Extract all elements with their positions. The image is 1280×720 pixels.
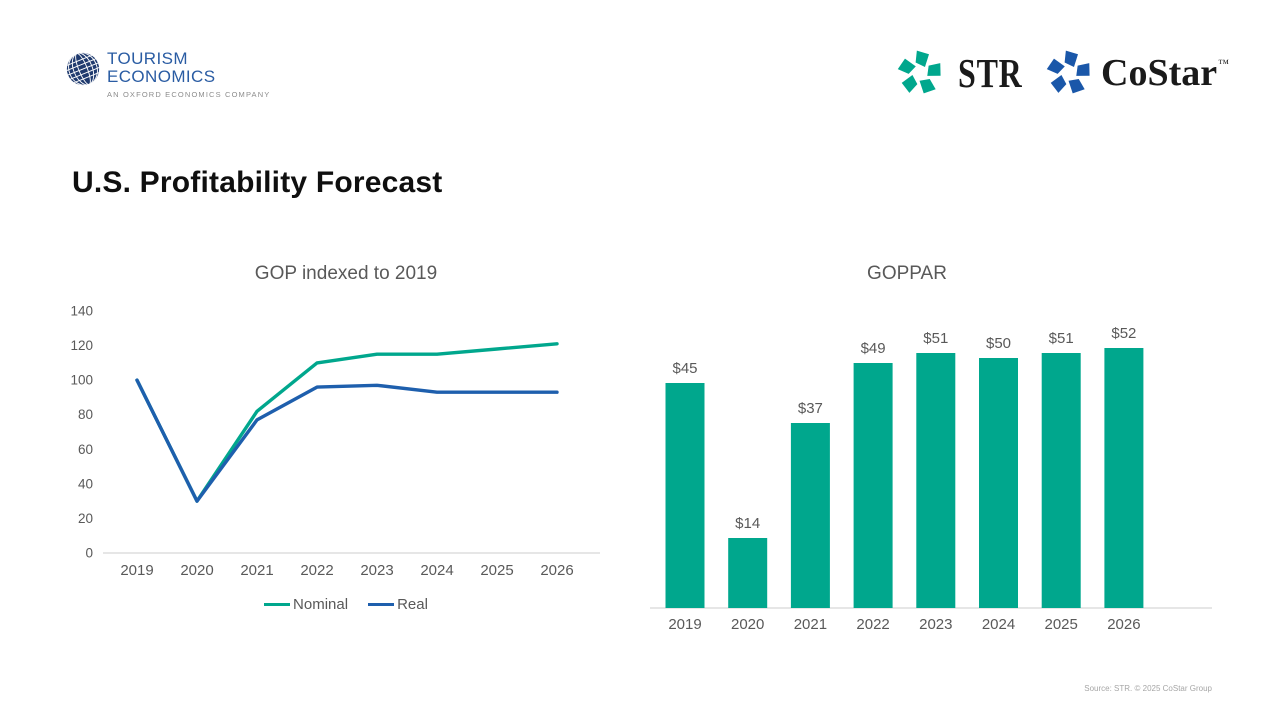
y-tick-label: 40: [78, 476, 93, 491]
x-tick-label: 2020: [180, 562, 213, 579]
pinwheel-blade: [899, 72, 921, 95]
line-chart-legend: Nominal Real: [70, 596, 622, 613]
y-tick-label: 60: [78, 442, 93, 457]
source-note: Source: STR. © 2025 CoStar Group: [1084, 684, 1212, 693]
legend-item-real: Real: [368, 596, 428, 613]
x-tick-label: 2021: [794, 616, 827, 633]
y-tick-label: 120: [70, 338, 93, 353]
x-tick-label: 2019: [668, 616, 701, 633]
bar-2025: [1041, 353, 1081, 608]
bar-2026: [1104, 348, 1144, 608]
bar-value-label: $37: [798, 400, 823, 417]
goppar-bar-chart-card: GOPPAR $45 2019 $14 2020 $37 2021 $49 2022 $51 20…: [648, 263, 1216, 642]
y-tick-label: 80: [78, 407, 93, 422]
pinwheel-blade: [1048, 72, 1070, 95]
x-tick-label: 2026: [1107, 616, 1140, 633]
page-title: U.S. Profitability Forecast: [72, 166, 443, 199]
x-tick-label: 2023: [360, 562, 393, 579]
economics-line: ECONOMICS: [107, 66, 216, 86]
legend-swatch: [264, 602, 291, 607]
legend-item-nominal: Nominal: [264, 596, 348, 613]
x-tick-label: 2025: [480, 562, 513, 579]
line-chart-title: GOP indexed to 2019: [254, 263, 438, 284]
x-tick-label: 2024: [982, 616, 1015, 633]
costar-wordmark: CoStar™: [1101, 51, 1229, 95]
tourism-line: TOURISM: [107, 49, 188, 68]
bar-2024: [979, 358, 1018, 608]
x-tick-label: 2026: [540, 562, 573, 579]
line-series-nominal: [135, 342, 559, 503]
gop-line-chart-card: GOP indexed to 2019 0 20 40 60 80 100 120 140 20…: [70, 263, 622, 613]
bar-value-label: $45: [672, 360, 697, 377]
bar-value-label: $49: [861, 340, 886, 357]
x-tick-label: 2024: [420, 562, 453, 579]
str-pinwheel-icon: [897, 49, 944, 97]
bar-2019: [665, 383, 705, 608]
bar-value-label: $50: [986, 335, 1011, 352]
pinwheel-blade: [1064, 74, 1087, 97]
bar-chart-title: GOPPAR: [867, 263, 947, 284]
pinwheel-blade: [1063, 49, 1080, 69]
str-wordmark: STR: [958, 50, 1023, 96]
bar-value-label: $51: [923, 330, 948, 347]
x-tick-label: 2019: [120, 562, 153, 579]
trademark-symbol: ™: [1218, 58, 1229, 70]
y-tick-label: 100: [70, 373, 93, 388]
bar-2020: [728, 538, 768, 608]
pinwheel-blade: [923, 60, 944, 82]
legend-swatch: [368, 602, 395, 607]
globe-icon: [66, 52, 100, 86]
x-tick-label: 2022: [300, 562, 333, 579]
bar-2022: [853, 363, 893, 608]
x-tick-label: 2020: [731, 616, 764, 633]
costar-text: CoStar: [1101, 52, 1218, 94]
bar-2023: [916, 353, 956, 608]
bar-value-label: $52: [1111, 325, 1136, 342]
pinwheel-blade: [915, 74, 938, 97]
bar-value-label: $14: [735, 515, 760, 532]
x-tick-label: 2022: [856, 616, 889, 633]
y-tick-label: 140: [70, 304, 93, 319]
pinwheel-blade: [1046, 57, 1066, 75]
y-tick-label: 0: [85, 546, 93, 561]
costar-logo: CoStar™: [1045, 49, 1229, 97]
x-tick-label: 2021: [240, 562, 273, 579]
x-tick-label: 2025: [1045, 616, 1078, 633]
tourism-economics-logo: TOURISM ECONOMICS AN OXFORD ECONOMICS CO…: [66, 50, 270, 99]
costar-pinwheel-icon: [1046, 49, 1093, 97]
x-tick-label: 2023: [919, 616, 952, 633]
pinwheel-blade: [914, 49, 931, 69]
goppar-bar-chart: $45 2019 $14 2020 $37 2021 $49 2022 $51 2023 $50 20…: [650, 325, 1212, 633]
line-series-real: [135, 378, 559, 503]
pinwheel-blade: [897, 57, 917, 75]
str-logo: STR: [896, 49, 1041, 97]
y-tick-label: 20: [78, 511, 93, 526]
pinwheel-blade: [1072, 60, 1093, 82]
legend-label: Real: [397, 596, 428, 613]
tourism-economics-wordmark: TOURISM ECONOMICS AN OXFORD ECONOMICS CO…: [107, 50, 270, 99]
legend-label: Nominal: [293, 596, 349, 613]
gop-line-chart: 0 20 40 60 80 100 120 140 2019 2020 2021 2022 2023 20…: [70, 304, 600, 579]
oxford-tagline: AN OXFORD ECONOMICS COMPANY: [107, 90, 271, 99]
bar-2021: [790, 423, 830, 608]
bar-value-label: $51: [1049, 330, 1074, 347]
